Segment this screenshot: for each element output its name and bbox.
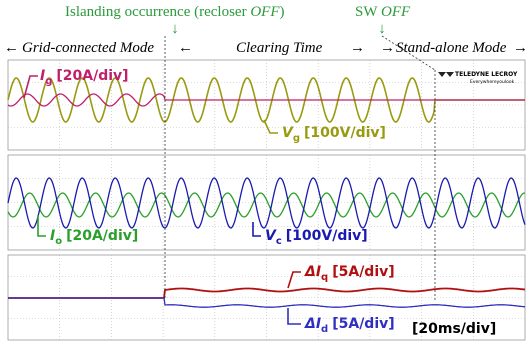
- label-leader: [288, 272, 301, 288]
- mode-label: Stand-alone Mode: [396, 40, 507, 56]
- right-arrow: →: [380, 40, 395, 56]
- label-sub: o: [55, 236, 62, 247]
- waveform: [8, 298, 525, 307]
- left-arrow: ←: [4, 40, 19, 56]
- wave-label: Vg[100V/div]: [282, 125, 386, 144]
- label-leader: [264, 120, 278, 133]
- label-scale: [100V/div]: [286, 228, 368, 244]
- down-arrow: ↓: [171, 21, 179, 37]
- time-scale: [20ms/div]: [412, 321, 496, 337]
- logo: TELEDYNE LECROY: [455, 71, 518, 78]
- sw-text: SW: [355, 4, 378, 20]
- waveform: [8, 289, 525, 299]
- label-symbol: ΔI: [304, 316, 321, 332]
- waveform: [8, 94, 525, 106]
- wave-label: ΔIq [5A/div]: [304, 264, 395, 283]
- logo-tagline: Everywhereyoulook: [470, 79, 515, 85]
- label-sub: q: [321, 272, 328, 283]
- label-scale: [20A/div]: [56, 68, 128, 84]
- mode-label: Grid-connected Mode: [22, 40, 154, 56]
- label-sub: c: [276, 236, 282, 247]
- note-text: Islanding occurrence (recloser: [65, 4, 247, 20]
- waveform: [8, 193, 525, 217]
- wave-label: ΔId [5A/div]: [304, 316, 395, 335]
- label-leader: [253, 222, 261, 236]
- left-arrow: ←: [178, 40, 193, 56]
- label-scale: [5A/div]: [332, 264, 394, 280]
- label-scale: [20A/div]: [66, 228, 138, 244]
- right-arrow: →: [350, 40, 365, 56]
- label-scale: [5A/div]: [332, 316, 394, 332]
- label-leader: [38, 215, 46, 236]
- wave-label: Io[20A/div]: [50, 228, 138, 247]
- label-symbol: ΔI: [304, 264, 321, 280]
- wave-label: Vc[100V/div]: [265, 228, 368, 247]
- mode-label: Clearing Time: [236, 40, 323, 56]
- note-close: ): [280, 4, 285, 20]
- label-scale: [100V/div]: [304, 125, 386, 141]
- note-emph: OFF: [250, 4, 280, 20]
- label-sub: g: [293, 133, 300, 144]
- right-arrow: →: [513, 40, 528, 56]
- down-arrow: ↓: [378, 21, 386, 37]
- label-sub: d: [321, 324, 328, 335]
- sw-emph: OFF: [381, 4, 411, 20]
- logo-mark: [438, 72, 454, 77]
- sw-note: SW OFF: [355, 4, 411, 20]
- label-leader: [288, 308, 301, 324]
- figure: Islanding occurrence (recloser OFF) SW O…: [0, 0, 531, 345]
- waveforms: [8, 78, 525, 307]
- label-sub: g: [45, 76, 52, 87]
- islanding-note: Islanding occurrence (recloser OFF): [65, 4, 285, 20]
